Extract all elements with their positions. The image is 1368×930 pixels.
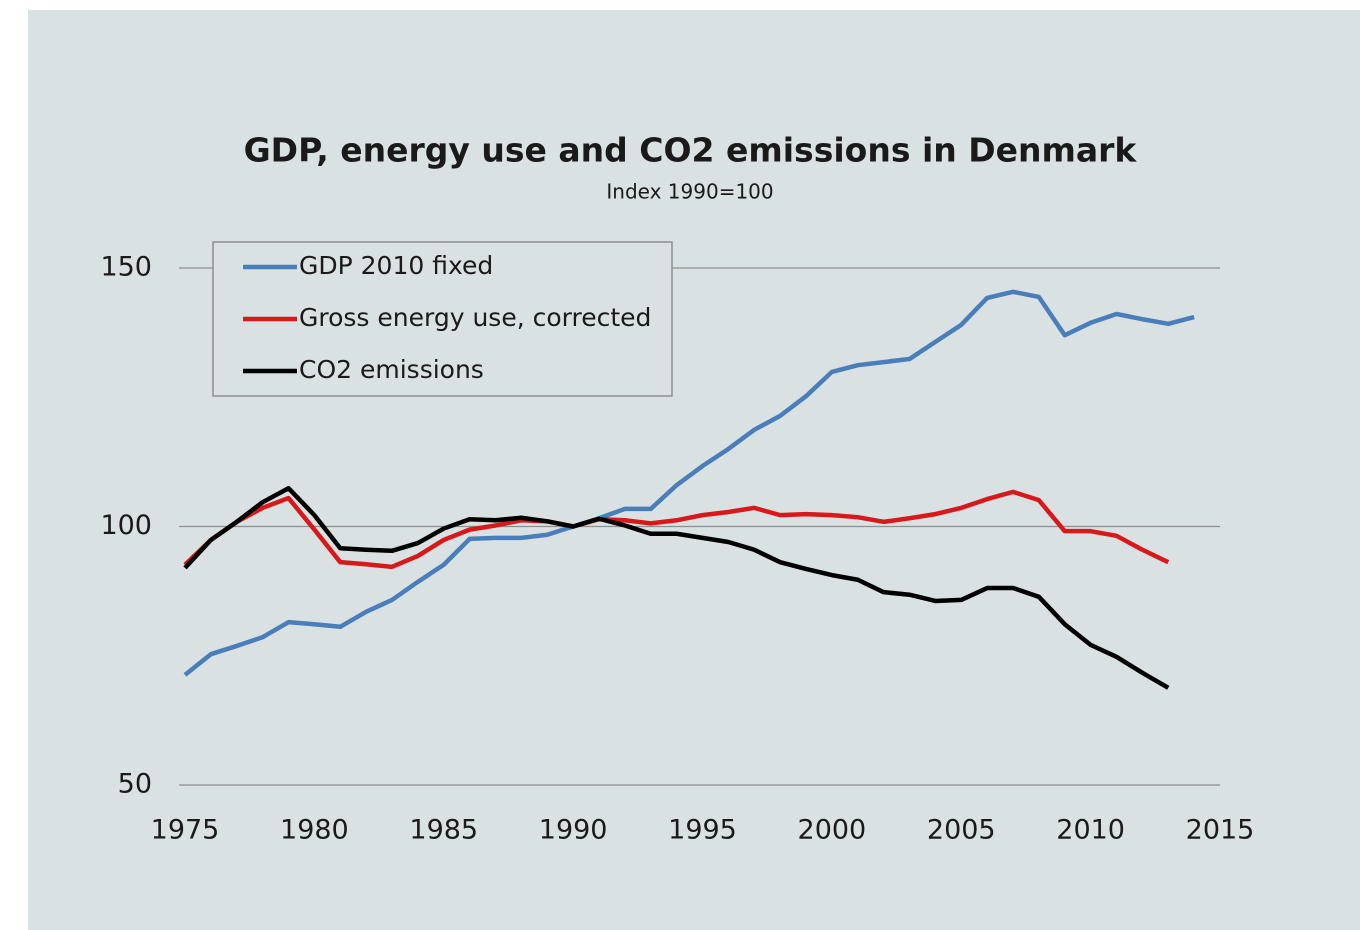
x-tick-label: 2010 [1056,815,1125,846]
x-tick-label: 2005 [927,815,996,846]
x-tick-label: 1990 [539,815,608,846]
x-tick-label: 1980 [280,815,349,846]
y-tick-label: 150 [100,252,152,283]
line-series [183,485,1170,690]
x-tick-label: 1985 [409,815,478,846]
legend-label: GDP 2010 fixed [299,251,493,280]
legend-label: Gross energy use, corrected [299,303,651,332]
chart-title: GDP, energy use and CO2 emissions in Den… [244,131,1138,170]
x-tick-label: 1975 [151,815,220,846]
line-series [183,489,1170,570]
chart-subtitle: Index 1990=100 [606,180,773,204]
x-tick-label: 2000 [798,815,867,846]
line-series [183,289,1195,677]
x-tick-label: 2015 [1186,815,1255,846]
legend-label: CO2 emissions [299,355,484,384]
y-tick-label: 100 [100,510,152,541]
x-tick-label: 1995 [668,815,737,846]
y-tick-label: 50 [118,769,152,800]
